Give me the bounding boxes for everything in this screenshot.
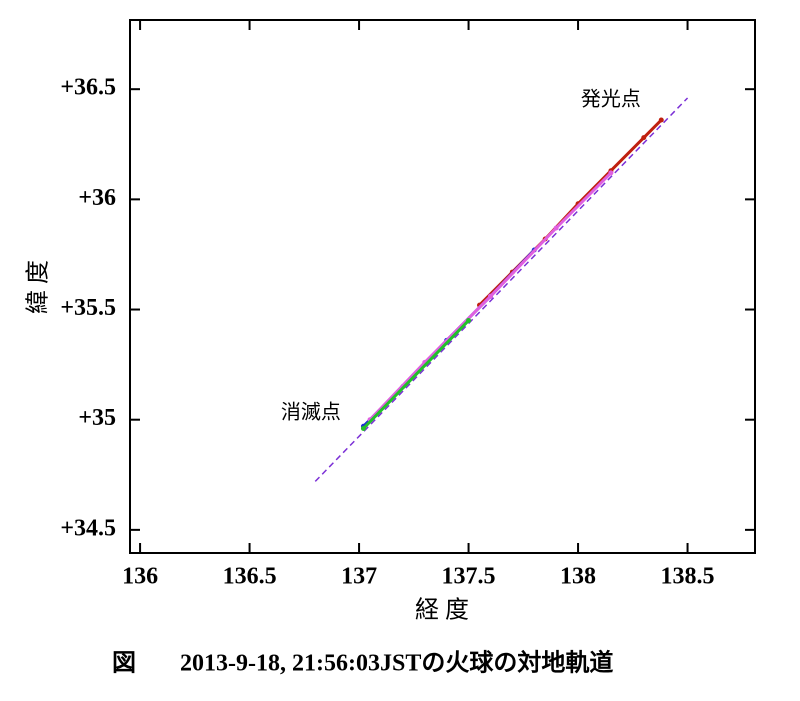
annotation: 消滅点 bbox=[281, 400, 341, 424]
y-tick-label: +36.5 bbox=[60, 75, 116, 101]
x-axis-label: 経 度 bbox=[415, 597, 469, 624]
x-tick-label: 136.5 bbox=[223, 564, 277, 590]
point bbox=[487, 293, 493, 299]
point bbox=[608, 170, 614, 176]
plot-frame bbox=[129, 19, 756, 554]
y-axis-label: 緯 度 bbox=[25, 260, 52, 314]
point bbox=[658, 117, 664, 123]
point bbox=[641, 135, 647, 141]
trajectory-line bbox=[314, 97, 689, 482]
caption: 2013-9-18, 21:56:03JSTの火球の対地軌道 bbox=[180, 649, 613, 677]
x-tick-label: 136 bbox=[122, 564, 158, 590]
trace-line bbox=[362, 319, 470, 430]
point bbox=[553, 225, 559, 231]
point bbox=[466, 318, 472, 324]
y-tick-label: +36 bbox=[78, 185, 116, 211]
caption-prefix: 図 bbox=[112, 651, 136, 677]
x-tick-label: 138.5 bbox=[661, 564, 715, 590]
annotation: 発光点 bbox=[581, 87, 641, 111]
y-tick-label: +35 bbox=[78, 405, 116, 431]
x-tick-label: 137 bbox=[341, 564, 377, 590]
point bbox=[360, 426, 366, 432]
x-tick-label: 137.5 bbox=[442, 564, 496, 590]
y-tick-label: +35.5 bbox=[60, 295, 116, 321]
y-tick-label: +34.5 bbox=[60, 515, 116, 541]
x-tick-label: 138 bbox=[560, 564, 596, 590]
